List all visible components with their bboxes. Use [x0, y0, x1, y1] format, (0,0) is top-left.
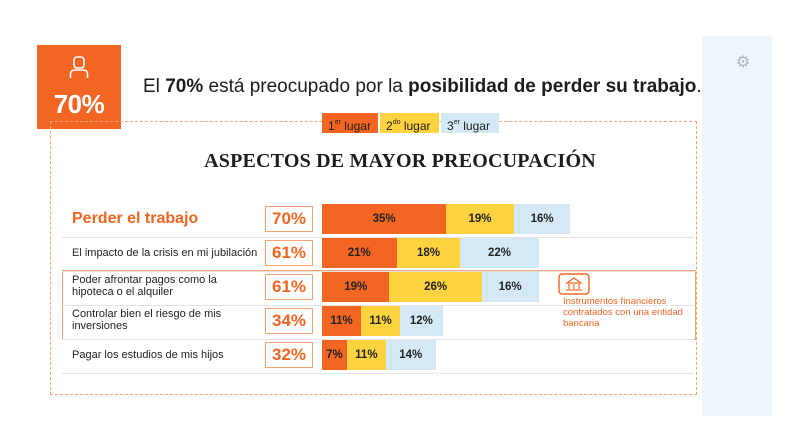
bar-segment: 11%: [346, 340, 386, 370]
category-label: Controlar bien el riesgo de mis inversio…: [72, 308, 222, 332]
bar-segment: 11%: [361, 306, 401, 336]
bar-segment: 18%: [396, 238, 461, 268]
bar-segment: 19%: [322, 272, 390, 302]
legend-item: 3er lugar: [441, 113, 499, 133]
legend-item: 1er lugar: [322, 113, 378, 133]
bar-segment: 11%: [322, 306, 362, 336]
category-label: Poder afrontar pagos como la hipoteca o …: [72, 274, 217, 298]
bar-segment: 35%: [322, 204, 447, 234]
row-separator: [62, 373, 694, 374]
bank-note: Instrumentos financieros contratados con…: [563, 296, 683, 329]
row-separator: [62, 271, 694, 272]
bar-segment: 12%: [400, 306, 443, 336]
badge-value: 70%: [53, 89, 105, 119]
stat-badge: 70%: [37, 45, 121, 129]
bar-segment: 14%: [385, 340, 436, 370]
category-label: El impacto de la crisis en mi jubilación: [72, 247, 258, 259]
bar-segment: 16%: [481, 272, 539, 302]
bar-segment: 22%: [460, 238, 539, 268]
category-label: Perder el trabajo: [72, 210, 199, 227]
bar-segment: 19%: [446, 204, 514, 234]
legend-item: 2do lugar: [380, 113, 439, 133]
side-panel: [702, 36, 772, 416]
bank-icon: [558, 273, 590, 295]
total-value: 61%: [265, 274, 313, 300]
total-value: 70%: [265, 206, 313, 232]
headline: El 70% está preocupado por la posibilida…: [143, 76, 702, 97]
bar-segment: 21%: [322, 238, 397, 268]
total-value: 32%: [265, 342, 313, 368]
bar-segment: 26%: [389, 272, 482, 302]
bar-segment: 16%: [513, 204, 571, 234]
row-separator: [62, 237, 694, 238]
row-separator: [62, 339, 694, 340]
user-icon: [69, 56, 89, 78]
total-value: 34%: [265, 308, 313, 334]
gear-icon[interactable]: ⚙: [735, 52, 751, 71]
category-label: Pagar los estudios de mis hijos: [72, 349, 224, 361]
total-value: 61%: [265, 240, 313, 266]
chart-title: ASPECTOS DE MAYOR PREOCUPACIÓN: [204, 150, 596, 172]
bar-segment: 7%: [322, 340, 347, 370]
row-separator: [62, 305, 694, 306]
